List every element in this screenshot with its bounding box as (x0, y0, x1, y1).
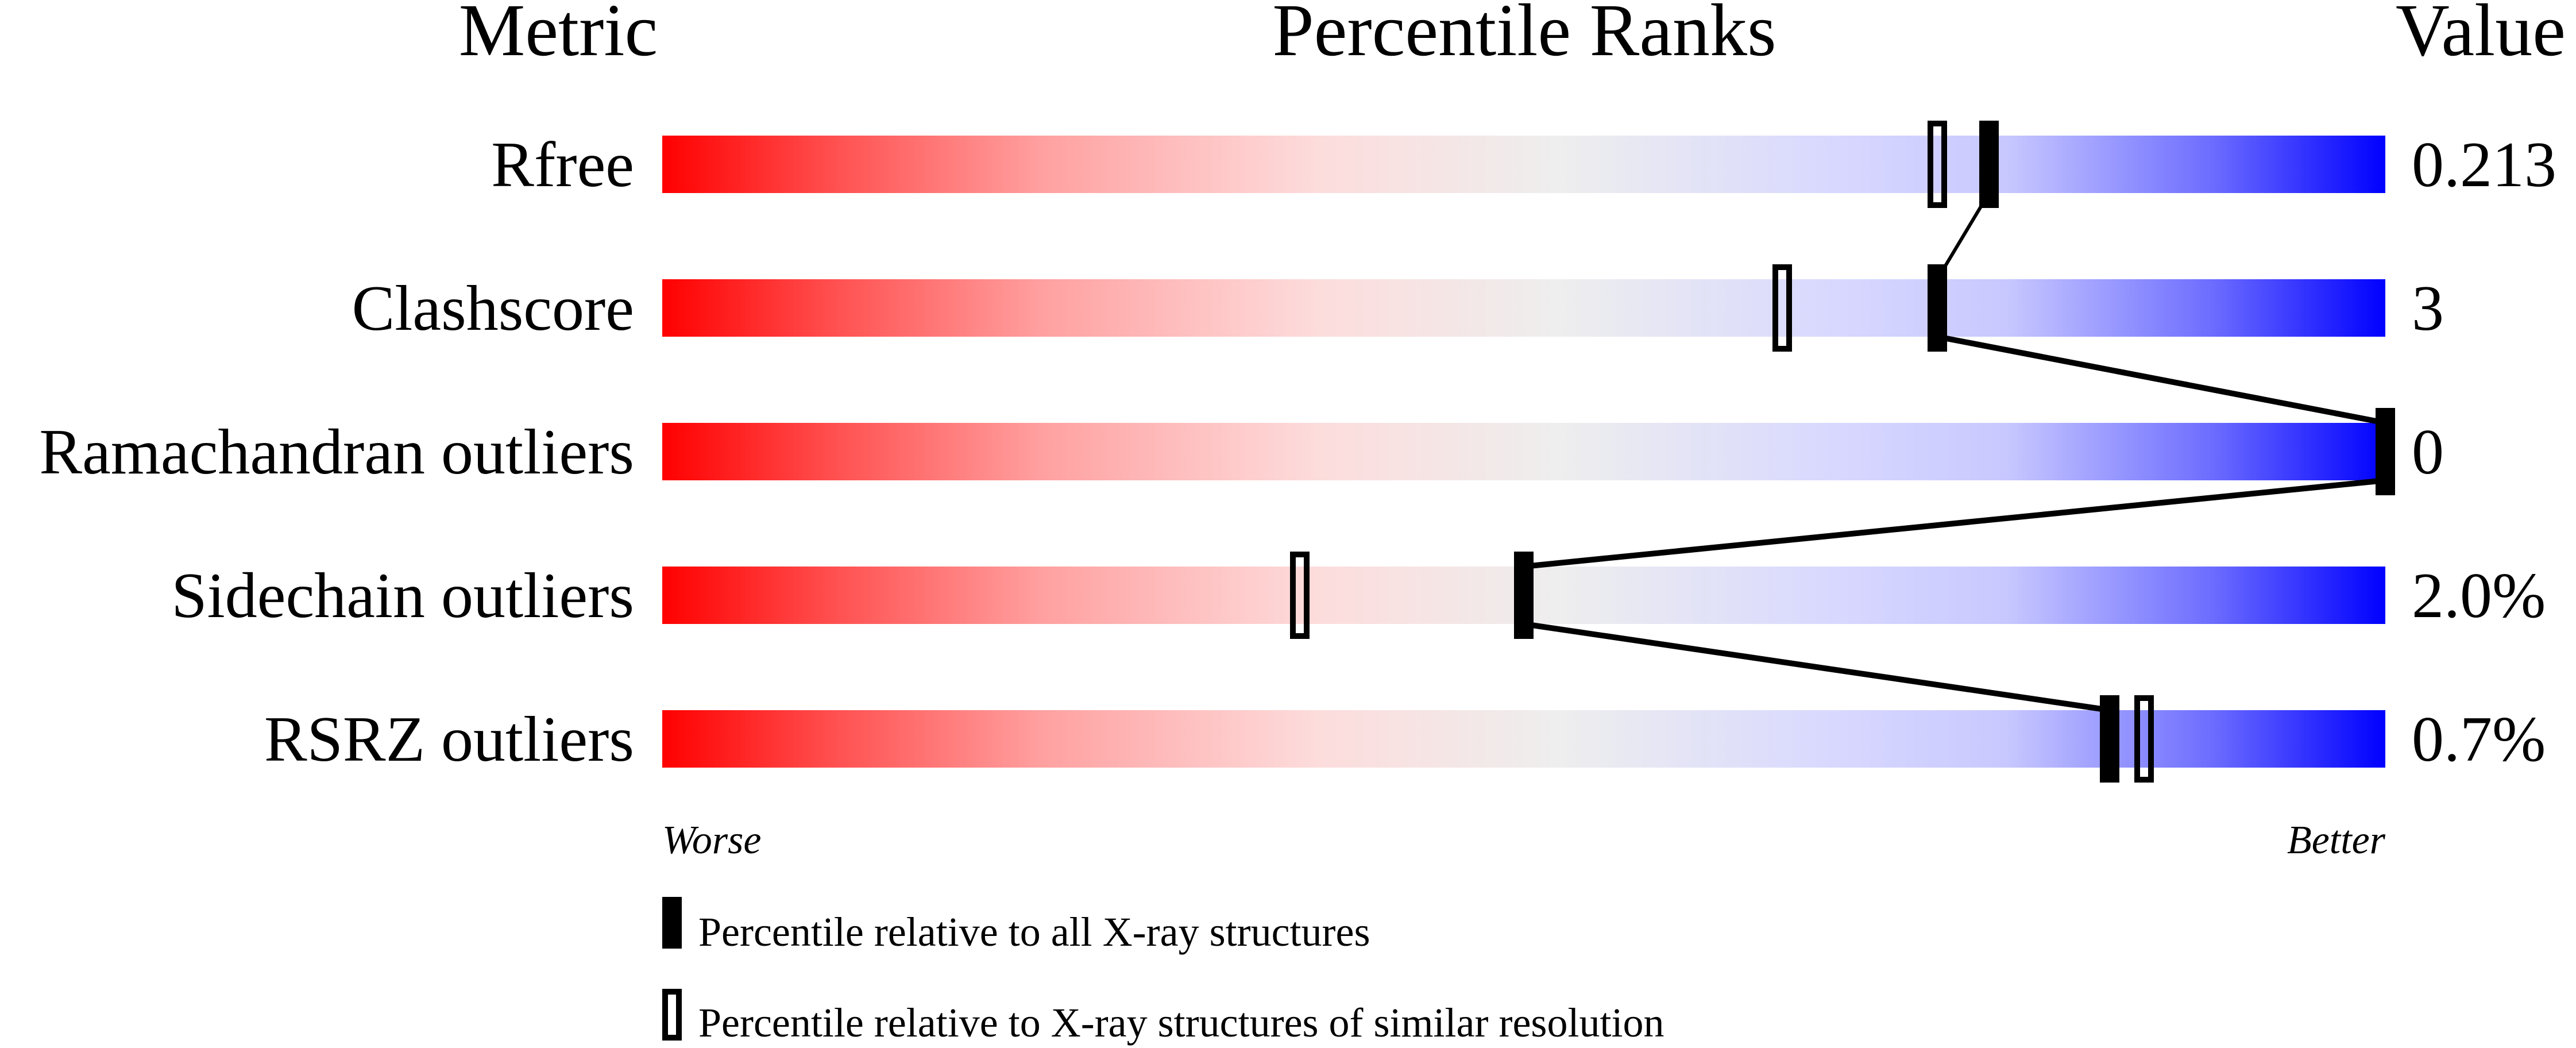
marker-similar-sidechain-outliers (1290, 552, 1310, 639)
metric-label-clashscore: Clashscore (352, 273, 634, 344)
value-label-rfree: 0.213 (2412, 129, 2556, 201)
metric-label-rsrz-outliers: RSRZ outliers (264, 704, 634, 775)
percentile-bar-clashscore (662, 279, 2385, 337)
value-label-sidechain-outliers: 2.0% (2412, 560, 2546, 631)
marker-all-clashscore (1928, 264, 1947, 352)
header-metric: Metric (459, 0, 658, 72)
connector-line (1523, 477, 2386, 569)
legend-all-label: Percentile relative to all X-ray structu… (698, 909, 1370, 955)
legend-similar-label: Percentile relative to X-ray structures … (698, 1000, 1664, 1046)
value-label-rsrz-outliers: 0.7% (2412, 704, 2546, 775)
connector-line (1523, 621, 2110, 713)
percentile-bar-ramachandran-outliers (662, 423, 2385, 480)
percentile-bar-rsrz-outliers (662, 710, 2385, 768)
connector-line (1937, 334, 2386, 426)
marker-all-rfree (1979, 121, 1999, 208)
percentile-bar-rfree (662, 136, 2385, 193)
metric-label-ramachandran-outliers: Ramachandran outliers (39, 417, 634, 488)
value-label-ramachandran-outliers: 0 (2412, 417, 2444, 488)
marker-all-ramachandran-outliers (2376, 408, 2395, 495)
axis-better-label: Better (2287, 818, 2386, 862)
connector-lines (1523, 192, 2386, 713)
marker-similar-rfree (1928, 121, 1947, 208)
legend-filled-marker-icon (662, 897, 682, 949)
metric-rows: Rfree 0.213 Clashscore 3 Ramachandran outlie… (39, 129, 2556, 775)
header-percentile-ranks: Percentile Ranks (1272, 0, 1776, 72)
legend-hollow-marker-icon (662, 989, 682, 1041)
legend: Percentile relative to all X-ray structu… (662, 897, 1664, 1046)
marker-similar-rsrz-outliers (2134, 695, 2154, 783)
marker-all-sidechain-outliers (1514, 552, 1534, 639)
value-label-clashscore: 3 (2412, 273, 2444, 344)
marker-similar-clashscore (1772, 264, 1792, 352)
marker-all-rsrz-outliers (2100, 695, 2119, 783)
header-value: Value (2396, 0, 2566, 72)
axis-worse-label: Worse (662, 818, 761, 862)
metric-label-sidechain-outliers: Sidechain outliers (171, 560, 634, 631)
metric-label-rfree: Rfree (491, 129, 634, 201)
percentile-markers (1290, 121, 2395, 783)
